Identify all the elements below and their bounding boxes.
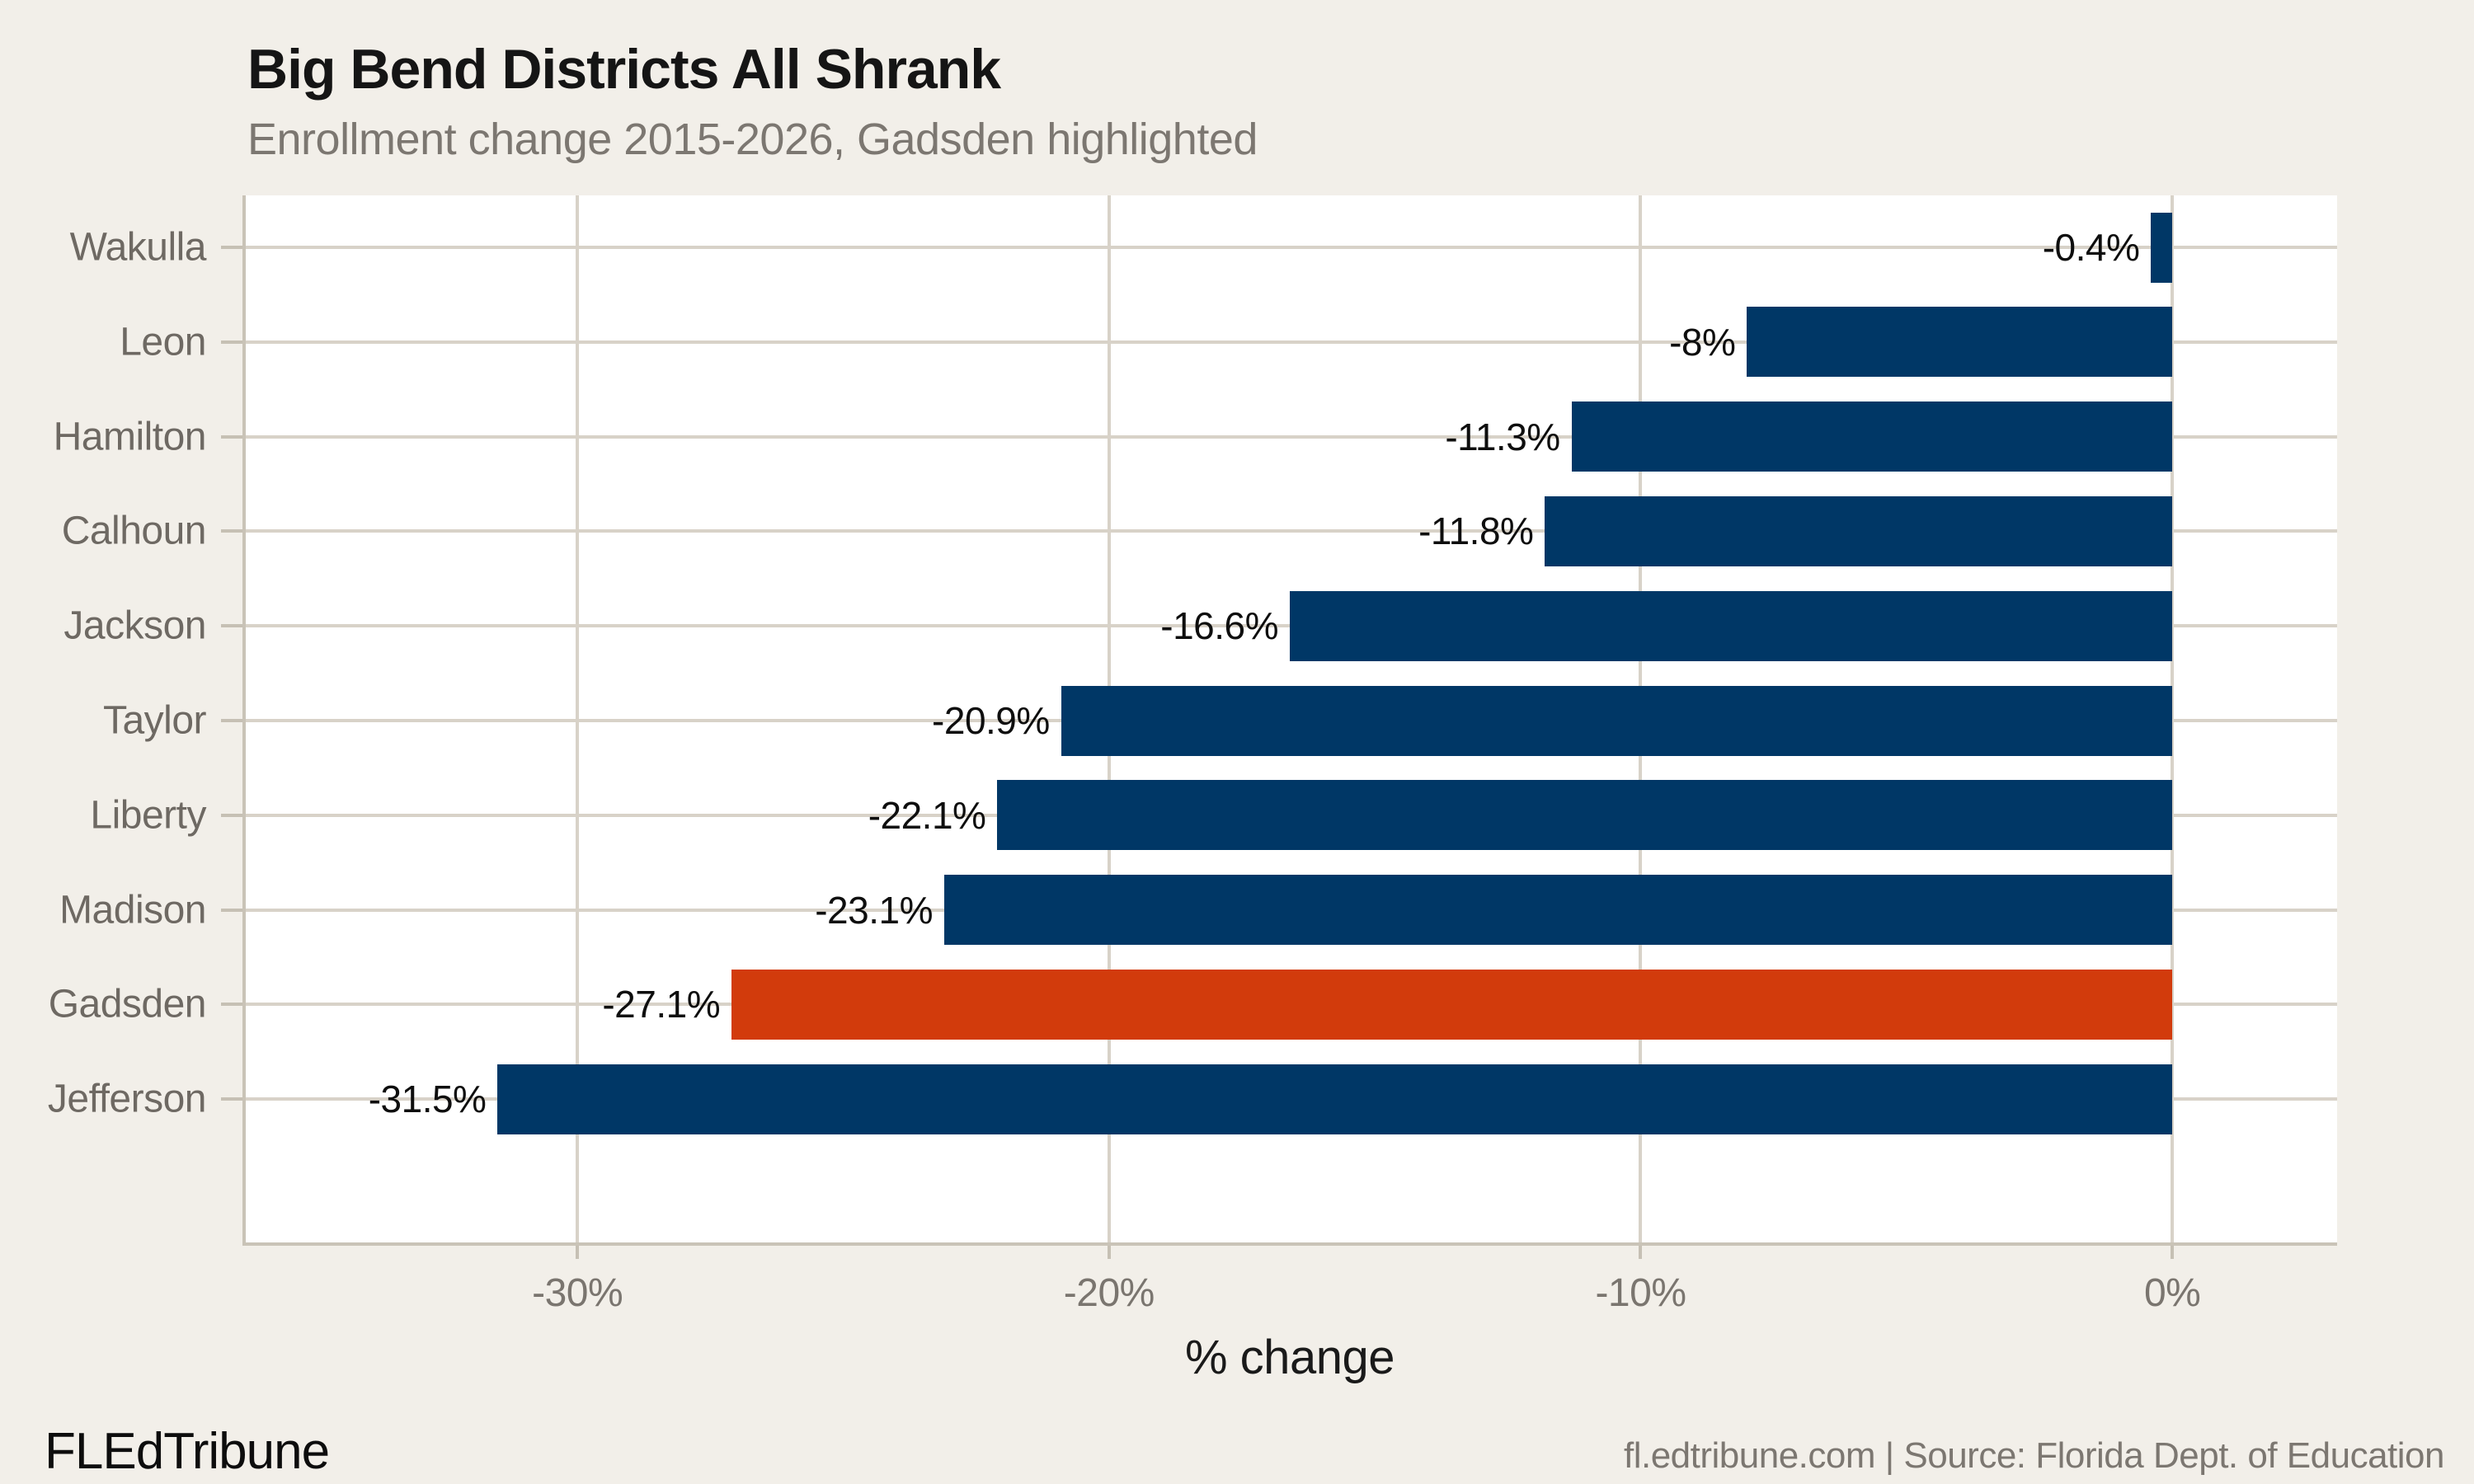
- y-axis-ticks: [221, 195, 242, 1246]
- bar-hamilton: [1571, 402, 2173, 472]
- footer-brand: FLEdTribune: [45, 1423, 330, 1480]
- chart-subtitle: Enrollment change 2015-2026, Gadsden hig…: [247, 115, 1258, 164]
- y-axis-labels: Wakulla Leon Hamilton Calhoun Jackson Taylor L…: [0, 195, 207, 1246]
- bar-jefferson: [497, 1064, 2173, 1134]
- y-axis-tick-hamilton: [221, 434, 242, 439]
- gridline-y-wakulla: [242, 246, 2337, 250]
- y-axis-label-wakulla: Wakulla: [69, 225, 207, 270]
- y-axis-label-jackson: Jackson: [63, 603, 206, 648]
- value-label-madison: -23.1%: [815, 888, 933, 932]
- y-axis-tick-leon: [221, 340, 242, 344]
- bar-wakulla: [2151, 212, 2173, 283]
- bar-gadsden: [731, 969, 2173, 1040]
- y-axis-tick-liberty: [221, 813, 242, 817]
- gridline-y-calhoun: [242, 529, 2337, 533]
- y-axis-tick-wakulla: [221, 246, 242, 250]
- y-axis-tick-jackson: [221, 624, 242, 628]
- x-axis-spine: [242, 1242, 2337, 1246]
- y-axis-label-madison: Madison: [59, 888, 206, 932]
- value-label-jefferson: -31.5%: [368, 1078, 487, 1121]
- value-label-liberty: -22.1%: [868, 793, 986, 837]
- x-axis-tick-label-0-: 0%: [2143, 1271, 2201, 1315]
- chart-title: Big Bend Districts All Shrank: [247, 38, 1001, 101]
- y-axis-label-leon: Leon: [120, 320, 206, 364]
- value-label-wakulla: -0.4%: [2042, 226, 2140, 270]
- bar-liberty: [997, 780, 2173, 851]
- x-axis-tick-label--10-: -10%: [1595, 1271, 1686, 1315]
- x-axis-tick-0-: [2171, 1246, 2175, 1259]
- bar-taylor: [1061, 685, 2173, 756]
- y-axis-tick-calhoun: [221, 529, 242, 533]
- value-label-calhoun: -11.8%: [1418, 510, 1534, 553]
- bar-madison: [943, 875, 2173, 946]
- bar-leon: [1747, 307, 2173, 378]
- x-axis-tick--20-: [1107, 1246, 1111, 1259]
- y-axis-label-gadsden: Gadsden: [48, 982, 207, 1026]
- x-axis-tick-label--20-: -20%: [1063, 1271, 1155, 1315]
- y-axis-label-taylor: Taylor: [102, 698, 207, 743]
- x-axis-tick-labels: -30% -20% -10% 0%: [242, 1270, 2337, 1320]
- y-axis-label-hamilton: Hamilton: [53, 415, 207, 459]
- x-axis-tick-label--30-: -30%: [532, 1271, 623, 1315]
- x-axis-title: % change: [1185, 1331, 1395, 1384]
- y-axis-spine: [242, 195, 246, 1246]
- y-axis-label-liberty: Liberty: [90, 793, 206, 838]
- gridline-y-leon: [242, 340, 2337, 344]
- y-axis-label-calhoun: Calhoun: [61, 509, 207, 553]
- value-label-jackson: -16.6%: [1160, 604, 1278, 648]
- footer-source: fl.edtribune.com | Source: Florida Dept.…: [1623, 1435, 2445, 1476]
- bar-calhoun: [1545, 495, 2173, 566]
- value-label-gadsden: -27.1%: [602, 983, 721, 1026]
- value-label-leon: -8%: [1669, 320, 1736, 364]
- y-axis-label-jefferson: Jefferson: [47, 1077, 207, 1121]
- x-axis-ticks: [242, 1246, 2337, 1259]
- x-axis-tick--30-: [576, 1246, 580, 1259]
- value-label-hamilton: -11.3%: [1445, 415, 1560, 458]
- y-axis-tick-jefferson: [221, 1097, 242, 1101]
- plot-area: -0.4% -8% -11.3% -11.8% -16.6% -20.9% -22.1% -2…: [242, 195, 2337, 1246]
- y-axis-tick-gadsden: [221, 1003, 242, 1007]
- y-axis-tick-taylor: [221, 719, 242, 722]
- value-label-taylor: -20.9%: [932, 699, 1050, 742]
- gridline-y-hamilton: [242, 434, 2337, 439]
- y-axis-tick-madison: [221, 908, 242, 912]
- bar-jackson: [1290, 590, 2173, 661]
- x-axis-tick--10-: [1639, 1246, 1643, 1259]
